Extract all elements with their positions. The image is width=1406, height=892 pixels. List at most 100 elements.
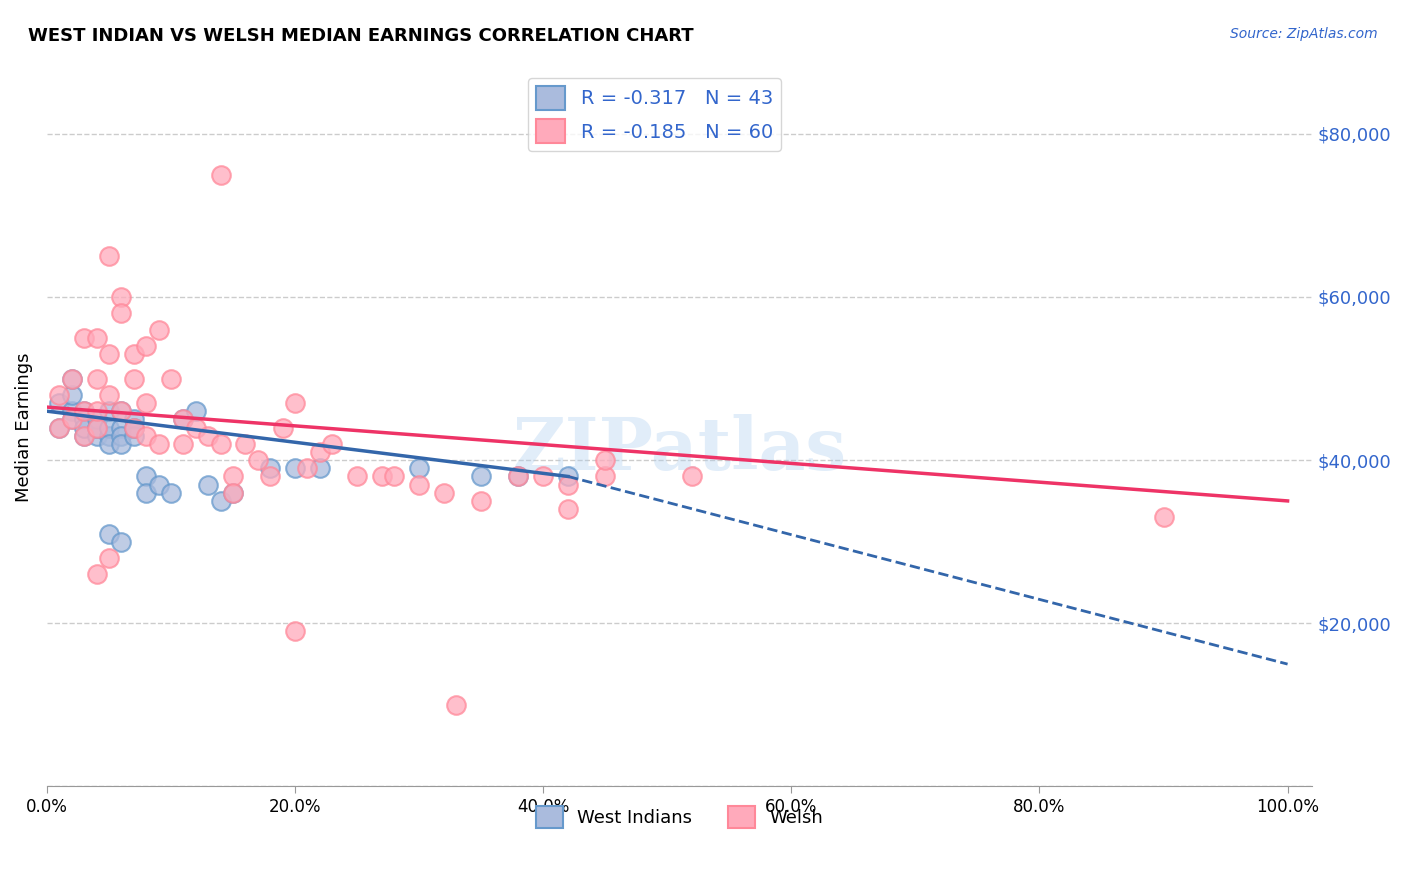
Point [508, 469, 530, 483]
Point [135, 469, 157, 483]
Point [135, 339, 157, 353]
Point [135, 428, 157, 442]
Text: WEST INDIAN VS WELSH MEDIAN EARNINGS CORRELATION CHART: WEST INDIAN VS WELSH MEDIAN EARNINGS COR… [28, 27, 693, 45]
Point [73, 331, 96, 345]
Point [48, 420, 70, 434]
Point [110, 420, 132, 434]
Point [97, 249, 120, 263]
Point [73, 428, 96, 442]
Point [259, 461, 281, 475]
Point [60, 404, 83, 418]
Point [284, 461, 307, 475]
Point [97, 437, 120, 451]
Point [160, 371, 183, 385]
Point [86, 428, 108, 442]
Point [48, 388, 70, 402]
Point [681, 469, 703, 483]
Point [222, 485, 245, 500]
Point [86, 371, 108, 385]
Point [222, 485, 245, 500]
Point [284, 624, 307, 639]
Point [135, 485, 157, 500]
Point [97, 388, 120, 402]
Point [122, 371, 145, 385]
Point [172, 412, 194, 426]
Point [321, 437, 343, 451]
Y-axis label: Median Earnings: Median Earnings [15, 352, 32, 502]
Point [110, 404, 132, 418]
Point [48, 420, 70, 434]
Point [122, 412, 145, 426]
Point [557, 477, 579, 491]
Point [148, 477, 170, 491]
Point [73, 412, 96, 426]
Point [197, 477, 219, 491]
Point [308, 461, 330, 475]
Point [235, 437, 257, 451]
Point [172, 437, 194, 451]
Point [60, 412, 83, 426]
Point [97, 404, 120, 418]
Point [209, 168, 232, 182]
Point [86, 420, 108, 434]
Point [160, 485, 183, 500]
Point [271, 420, 294, 434]
Point [346, 469, 368, 483]
Point [60, 371, 83, 385]
Point [557, 469, 579, 483]
Point [135, 396, 157, 410]
Point [122, 420, 145, 434]
Point [60, 412, 83, 426]
Point [110, 306, 132, 320]
Point [122, 347, 145, 361]
Point [86, 567, 108, 582]
Point [97, 428, 120, 442]
Point [259, 469, 281, 483]
Point [308, 445, 330, 459]
Point [110, 428, 132, 442]
Point [508, 469, 530, 483]
Point [86, 404, 108, 418]
Point [593, 469, 616, 483]
Point [297, 461, 319, 475]
Point [246, 453, 269, 467]
Legend: West Indians, Welsh: West Indians, Welsh [529, 798, 831, 835]
Point [110, 437, 132, 451]
Point [97, 420, 120, 434]
Point [209, 437, 232, 451]
Point [97, 526, 120, 541]
Point [184, 404, 207, 418]
Point [531, 469, 554, 483]
Point [470, 469, 492, 483]
Point [73, 428, 96, 442]
Point [86, 412, 108, 426]
Point [172, 412, 194, 426]
Point [433, 485, 456, 500]
Point [1153, 510, 1175, 524]
Point [60, 388, 83, 402]
Point [86, 331, 108, 345]
Point [446, 698, 468, 712]
Point [593, 453, 616, 467]
Point [197, 428, 219, 442]
Point [110, 290, 132, 304]
Point [382, 469, 405, 483]
Point [408, 477, 430, 491]
Point [148, 437, 170, 451]
Point [470, 494, 492, 508]
Point [73, 420, 96, 434]
Point [97, 551, 120, 566]
Point [73, 404, 96, 418]
Point [408, 461, 430, 475]
Point [122, 428, 145, 442]
Point [148, 323, 170, 337]
Point [48, 396, 70, 410]
Point [371, 469, 394, 483]
Point [110, 404, 132, 418]
Point [110, 534, 132, 549]
Point [60, 371, 83, 385]
Text: ZIPatlas: ZIPatlas [513, 414, 846, 484]
Point [557, 502, 579, 516]
Point [86, 420, 108, 434]
Point [184, 420, 207, 434]
